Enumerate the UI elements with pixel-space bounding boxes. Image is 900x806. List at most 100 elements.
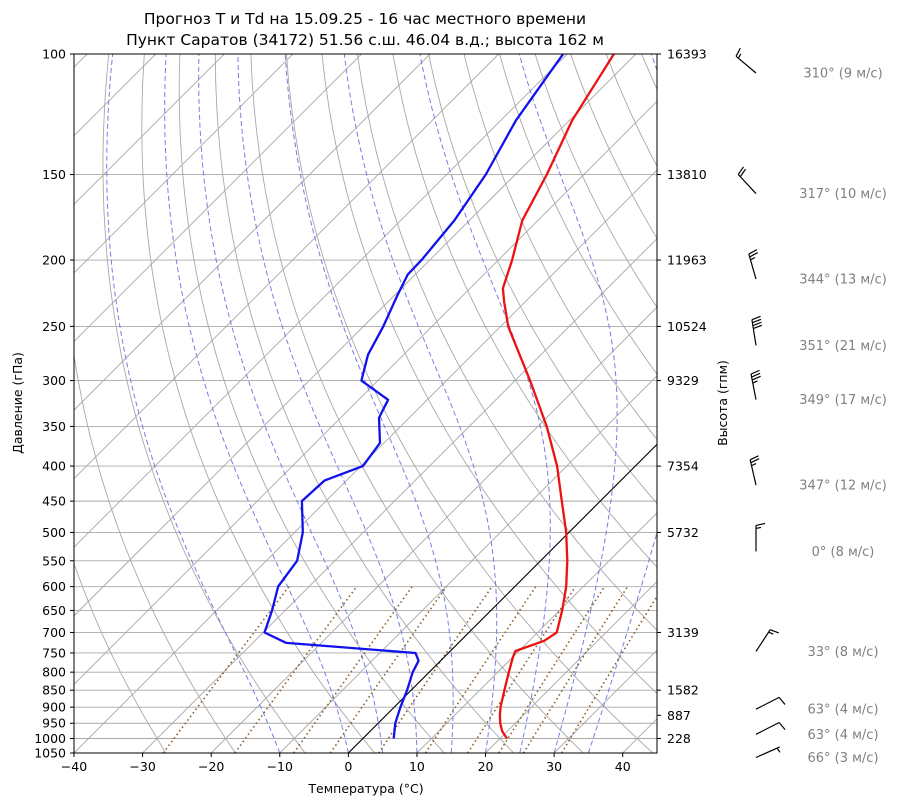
y-tick-label: 1000 [34, 731, 66, 746]
y-tick-label: 850 [42, 683, 66, 698]
x-axis-label: Температура (°C) [307, 781, 423, 796]
x-tick-label: 20 [478, 759, 494, 774]
dry-adiabat [356, 54, 657, 632]
wind-barb [750, 369, 761, 400]
dry-adiabat [428, 54, 657, 505]
isotherm-line [74, 54, 499, 480]
y-tick-label: 1050 [34, 746, 66, 761]
mixing-ratio-line [234, 586, 358, 753]
dry-adiabat [141, 54, 376, 753]
x-tick-label: −30 [129, 759, 155, 774]
y-tick-label: 550 [42, 553, 66, 568]
wind-barb [748, 249, 759, 280]
height-tick-label: 11963 [667, 253, 707, 268]
isotherm-line [74, 100, 657, 686]
dry-adiabat [178, 54, 445, 753]
height-tick-label: 3139 [667, 625, 699, 640]
y-tick-label: 200 [42, 253, 66, 268]
x-tick-label: −40 [61, 759, 87, 774]
y-tick-label: 450 [42, 494, 66, 509]
height-tick-label: 887 [667, 708, 691, 723]
parcel-line [347, 443, 657, 753]
x-tick-label: 0 [344, 759, 352, 774]
dry-adiabat [499, 54, 657, 375]
plot-frame [73, 53, 658, 754]
y-tick-label: 250 [42, 319, 66, 334]
y-tick-label: 600 [42, 579, 66, 594]
height-tick-label: 10524 [667, 319, 707, 334]
dry-adiabat [463, 54, 657, 441]
dry-adiabat [214, 54, 515, 753]
y-tick-label: 900 [42, 700, 66, 715]
height-tick-label: 1582 [667, 683, 699, 698]
y-tick-label: 800 [42, 665, 66, 680]
moist-adiabat [587, 54, 657, 753]
mixing-ratio-line [162, 586, 290, 753]
wind-barb [755, 629, 780, 652]
x-tick-label: 10 [409, 759, 425, 774]
axes: −40 −30 −20 −10 0 10 20 30 40 100 150 200 250 300 350 4… [34, 47, 707, 775]
mixing-ratio-line [424, 586, 537, 753]
height-axis-label: Высота (гпм) [715, 360, 730, 446]
wind-column: 310° (9 м/с) 317° (10 м/с) 344° (13 м/с) 35… [735, 47, 887, 766]
wind-label: 317° (10 м/с) [799, 187, 887, 202]
isotherm-line [74, 54, 637, 617]
dewpoint-profile [263, 54, 565, 739]
wind-barb [751, 315, 763, 346]
wind-barb [755, 721, 786, 735]
height-tick-label: 5732 [667, 525, 699, 540]
dry-adiabat [321, 54, 657, 695]
dry-adiabat [102, 54, 306, 753]
isotherm-line [74, 54, 362, 343]
y-tick-label: 500 [42, 525, 66, 540]
x-tick-label: −20 [198, 759, 224, 774]
y-tick-label: 650 [42, 603, 66, 618]
moist-adiabat [164, 54, 349, 753]
wind-barb [755, 696, 786, 710]
y-tick-label: 350 [42, 419, 66, 434]
y-tick-label: 300 [42, 373, 66, 388]
isotherm-line [416, 512, 657, 753]
isotherm-line [74, 54, 294, 274]
wind-label: 344° (13 м/с) [799, 273, 887, 288]
moist-adiabat [237, 54, 418, 753]
isotherm-line [210, 306, 657, 753]
height-tick-label: 16393 [667, 47, 707, 62]
x-tick-label: 40 [615, 759, 631, 774]
y-tick-label: 150 [42, 167, 66, 182]
y-tick-label: 950 [42, 716, 66, 731]
moist-adiabat [284, 54, 454, 753]
y-tick-label: 750 [42, 645, 66, 660]
moist-adiabat [343, 54, 498, 753]
dry-adiabat [285, 54, 654, 753]
y-tick-label: 400 [42, 459, 66, 474]
wind-barb [755, 746, 781, 759]
dry-adiabat [74, 352, 236, 753]
wind-label: 63° (4 м/с) [807, 703, 878, 718]
wind-barb [737, 166, 757, 194]
dry-adiabat [392, 54, 657, 568]
wind-label: 0° (8 м/с) [812, 545, 875, 560]
isotherm-line [142, 237, 657, 753]
y-tick-label: 700 [42, 625, 66, 640]
wind-barb [755, 522, 766, 552]
height-tick-label: 7354 [667, 459, 699, 474]
isotherm-line [74, 54, 225, 205]
mixing-ratio-line [561, 594, 657, 753]
isotherm-line [485, 580, 657, 753]
wind-label: 33° (8 м/с) [807, 645, 878, 660]
mixing-ratio-line [377, 586, 493, 753]
chart-title-line2: Пункт Саратов (34172) 51.56 с.ш. 46.04 в… [126, 31, 604, 49]
height-tick-label: 228 [667, 731, 691, 746]
moist-adiabat [518, 54, 618, 753]
plot-area [74, 54, 657, 753]
chart-title-line1: Прогноз T и Td на 15.09.25 - 16 час мест… [144, 10, 586, 28]
height-tick-label: 13810 [667, 167, 707, 182]
dry-adiabat [74, 562, 167, 753]
wind-label: 63° (4 м/с) [807, 728, 878, 743]
y-tick-label: 100 [42, 47, 66, 62]
y-axis-label: Давление (гПа) [10, 352, 25, 454]
wind-label: 310° (9 м/с) [803, 67, 882, 82]
isotherm-line [74, 54, 568, 548]
